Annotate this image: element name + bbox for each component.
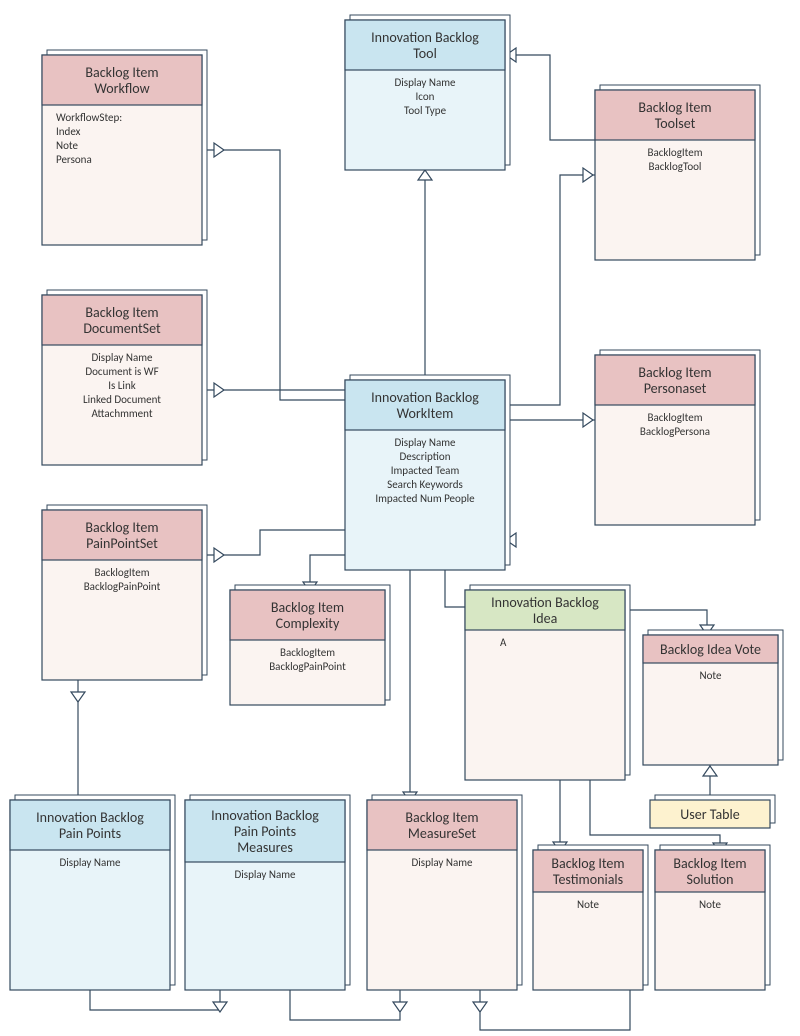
entity-painpointsmeasures: Innovation BacklogPain PointsMeasures Dis…: [185, 795, 350, 990]
entity-title-line: Backlog Item: [85, 304, 158, 321]
entity-title-line: User Table: [680, 806, 739, 823]
entity-personaset: Backlog ItemPersonaset BacklogItemBacklog…: [595, 350, 760, 525]
personaset-to-workitem: [505, 413, 595, 427]
entity-attr: BacklogItem: [280, 646, 335, 659]
entity-title-line: DocumentSet: [83, 320, 161, 337]
entity-title-line: Innovation Backlog: [211, 807, 319, 824]
entity-title-line: WorkItem: [397, 405, 454, 422]
entity-attr: Note: [700, 669, 722, 682]
painpointsmeasures-to-measureset: [290, 990, 407, 1020]
entity-title-line: Idea: [533, 610, 558, 627]
entity-attr: Display Name: [91, 351, 153, 364]
entity-title-line: Toolset: [655, 115, 696, 132]
entity-documentset: Backlog ItemDocumentSet Display NameDocum…: [42, 290, 207, 465]
measureset-bottom-to-idea: [473, 990, 630, 1030]
testimonials-to-idea: [553, 780, 567, 852]
entity-title-line: Backlog Item: [638, 99, 711, 116]
entity-painpointset: Backlog ItemPainPointSet BacklogItemBackl…: [42, 505, 207, 680]
entity-attr: Impacted Num People: [375, 492, 475, 505]
entity-title-line: Measures: [237, 839, 293, 856]
entity-attr: Description: [400, 450, 451, 463]
entity-attr: A: [500, 636, 507, 649]
entity-title-line: Workflow: [94, 80, 149, 97]
entity-attr: Index: [56, 125, 81, 138]
painpoints-to-painpointsmeasures: [90, 990, 227, 1012]
entity-ideavote: Backlog Idea Vote Note: [643, 630, 783, 765]
entity-usertable: User Table: [650, 795, 775, 828]
toolset-to-tool: [505, 48, 595, 140]
entity-title-line: MeasureSet: [408, 825, 476, 842]
entity-title-line: Complexity: [276, 615, 340, 632]
entity-title-line: Innovation Backlog: [371, 389, 479, 406]
entity-workflow: Backlog ItemWorkflow WorkflowStep:IndexNo…: [42, 50, 207, 245]
entity-testimonials: Backlog ItemTestimonials Note: [533, 845, 648, 990]
entity-measureset: Backlog ItemMeasureSet Display Name: [367, 795, 522, 990]
entity-idea: Innovation BacklogIdea A: [465, 585, 630, 780]
entity-title-line: Backlog Item: [85, 64, 158, 81]
entity-toolset: Backlog ItemToolset BacklogItemBacklogToo…: [595, 85, 760, 260]
entity-title-line: Backlog Item: [85, 519, 158, 536]
entity-title-line: Innovation Backlog: [491, 594, 599, 611]
entity-attr: Search Keywords: [387, 478, 463, 491]
entity-attr: Impacted Team: [391, 464, 460, 477]
entity-title-line: Innovation Backlog: [36, 809, 144, 826]
entity-attr: Display Name: [59, 856, 121, 869]
boxes-layer: Innovation BacklogToolDisplay NameIconTo…: [10, 15, 783, 990]
measureset-to-workitem: [403, 570, 417, 802]
entity-attr: Display Name: [394, 76, 456, 89]
entity-attr: BacklogPainPoint: [84, 580, 161, 593]
entity-attr: Icon: [416, 90, 435, 103]
entity-attr: BacklogItem: [647, 146, 702, 159]
entity-attr: Document is WF: [85, 365, 158, 378]
entity-title-line: Backlog Item: [271, 599, 344, 616]
entity-title-line: Backlog Item: [551, 855, 624, 872]
entity-diagram: Innovation BacklogToolDisplay NameIconTo…: [0, 0, 800, 1036]
painpointset-to-painpoints: [71, 680, 85, 800]
entity-workitem: Innovation BacklogWorkItem Display NameDe…: [345, 375, 510, 570]
workitem-to-tool: [418, 170, 432, 380]
entity-attr: Attachmment: [91, 407, 152, 420]
entity-attr: Persona: [56, 153, 92, 166]
entity-title-line: Backlog Idea Vote: [660, 641, 761, 658]
entity-title-line: Pain Points: [234, 823, 296, 840]
entity-tool: Innovation BacklogTool Display NameIconTo…: [345, 15, 510, 170]
entity-title-line: Tool: [413, 45, 437, 62]
entity-attr: Note: [699, 898, 721, 911]
entity-attr: BacklogItem: [647, 411, 702, 424]
entity-attr: WorkflowStep:: [56, 111, 122, 124]
toolset-to-workitem: [505, 168, 595, 405]
entity-title-line: Personaset: [644, 380, 707, 397]
entity-attr: Linked Document: [83, 393, 161, 406]
entity-title-line: Backlog Item: [673, 855, 746, 872]
entity-title-line: Solution: [687, 871, 734, 888]
entity-attr: BacklogItem: [94, 566, 149, 579]
entity-solution: Backlog ItemSolution Note: [655, 845, 770, 990]
entity-attr: Note: [56, 139, 78, 152]
entity-title-line: Backlog Item: [405, 809, 478, 826]
entity-title-line: Innovation Backlog: [371, 29, 479, 46]
entity-attr: Is Link: [108, 379, 136, 392]
entity-title-line: Pain Points: [59, 825, 121, 842]
painpointset-to-workitem: [202, 530, 345, 562]
entity-painpoints: Innovation BacklogPain Points Display Nam…: [10, 795, 175, 990]
entity-attr: BacklogTool: [649, 160, 702, 173]
entity-attr: Note: [577, 898, 599, 911]
entity-attr: BacklogPainPoint: [269, 660, 346, 673]
entity-attr: Display Name: [411, 856, 473, 869]
entity-attr: Display Name: [234, 868, 296, 881]
workflow-to-workitem: [202, 143, 345, 400]
documentset-to-workitem: [202, 383, 345, 397]
entity-title-line: Backlog Item: [638, 364, 711, 381]
entity-attr: BacklogPersona: [640, 425, 710, 438]
entity-attr: Display Name: [394, 436, 456, 449]
entity-title-line: Testimonials: [553, 871, 623, 888]
entity-title-line: PainPointSet: [86, 535, 158, 552]
entity-complexity: Backlog ItemComplexity BacklogItemBacklog…: [230, 585, 390, 705]
entity-attr: Tool Type: [404, 104, 447, 117]
